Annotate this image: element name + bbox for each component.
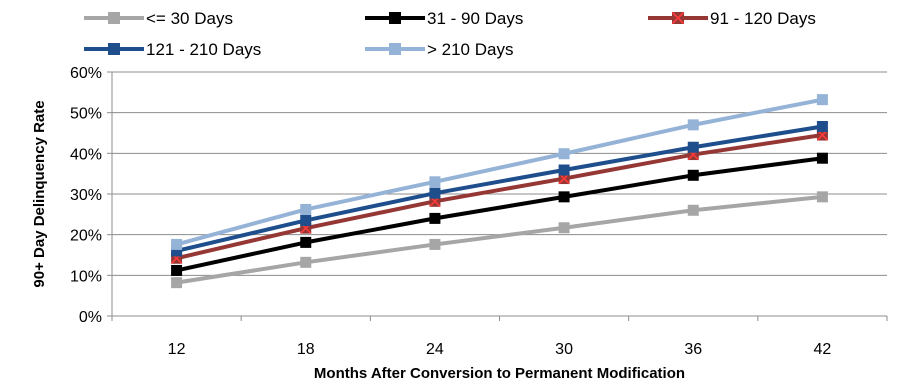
data-point bbox=[429, 187, 441, 199]
y-tick-label: 50% bbox=[70, 106, 102, 123]
y-axis-title: 90+ Day Delinquency Rate bbox=[31, 100, 48, 287]
legend-item: 31 - 90 Days bbox=[365, 9, 523, 28]
data-point bbox=[171, 238, 183, 250]
series-1 bbox=[171, 191, 828, 289]
series-3 bbox=[171, 129, 828, 264]
legend-marker bbox=[389, 43, 401, 55]
y-tick-label: 0% bbox=[79, 309, 102, 326]
legend-item: 91 - 120 Days bbox=[648, 9, 816, 28]
x-tick-label: 24 bbox=[426, 341, 444, 358]
data-point bbox=[171, 264, 183, 276]
legend: <= 30 Days 31 - 90 Days 91 - 120 Days 121 -… bbox=[84, 9, 816, 59]
x-tick-label: 36 bbox=[684, 341, 702, 358]
x-tick-label: 18 bbox=[297, 341, 315, 358]
y-tick-label: 20% bbox=[70, 228, 102, 245]
legend-marker bbox=[108, 43, 120, 55]
series-5 bbox=[171, 94, 828, 250]
series-line bbox=[176, 133, 823, 261]
y-tick-label: 60% bbox=[70, 65, 102, 82]
series-2 bbox=[171, 152, 828, 276]
legend-item: <= 30 Days bbox=[84, 9, 233, 28]
data-point bbox=[300, 214, 312, 226]
legend-item: 121 - 210 Days bbox=[84, 40, 261, 59]
legend-label: 91 - 120 Days bbox=[710, 9, 816, 28]
data-point bbox=[429, 238, 441, 250]
legend-marker bbox=[389, 12, 401, 24]
y-tick-label: 40% bbox=[70, 146, 102, 163]
legend-marker bbox=[671, 11, 685, 25]
data-point bbox=[300, 203, 312, 215]
data-point bbox=[300, 256, 312, 268]
data-point bbox=[558, 164, 570, 176]
x-tick-label: 12 bbox=[168, 341, 186, 358]
data-point bbox=[816, 152, 828, 164]
data-point bbox=[558, 222, 570, 234]
data-point bbox=[558, 148, 570, 160]
legend-label: <= 30 Days bbox=[146, 9, 233, 28]
series-line bbox=[176, 194, 823, 285]
data-point bbox=[687, 204, 699, 216]
series-line bbox=[176, 97, 823, 247]
x-tick-labels: 12 18 24 30 36 42 bbox=[168, 341, 832, 358]
legend-label: 31 - 90 Days bbox=[427, 9, 523, 28]
data-point bbox=[816, 94, 828, 106]
y-tick-label: 30% bbox=[70, 187, 102, 204]
series-layer bbox=[171, 94, 828, 289]
y-tick-label: 10% bbox=[70, 268, 102, 285]
data-point bbox=[816, 120, 828, 132]
x-tick-label: 42 bbox=[814, 341, 832, 358]
legend-label: 121 - 210 Days bbox=[146, 40, 261, 59]
x-tick-label: 30 bbox=[555, 341, 573, 358]
series-4 bbox=[171, 120, 828, 257]
legend-marker bbox=[108, 12, 120, 24]
data-point bbox=[687, 141, 699, 153]
series-line bbox=[176, 124, 823, 253]
legend-item: > 210 Days bbox=[365, 40, 513, 59]
legend-label: > 210 Days bbox=[427, 40, 513, 59]
data-point bbox=[300, 236, 312, 248]
data-point bbox=[816, 191, 828, 203]
data-point bbox=[171, 277, 183, 289]
data-point bbox=[558, 191, 570, 203]
series-line bbox=[176, 156, 823, 273]
x-axis-title: Months After Conversion to Permanent Mod… bbox=[314, 365, 685, 382]
y-tick-labels: 0% 10% 20% 30% 40% 50% 60% bbox=[70, 65, 102, 326]
data-point bbox=[429, 212, 441, 224]
data-point bbox=[687, 119, 699, 131]
axes bbox=[107, 71, 888, 321]
data-point bbox=[429, 176, 441, 188]
data-point bbox=[687, 169, 699, 181]
